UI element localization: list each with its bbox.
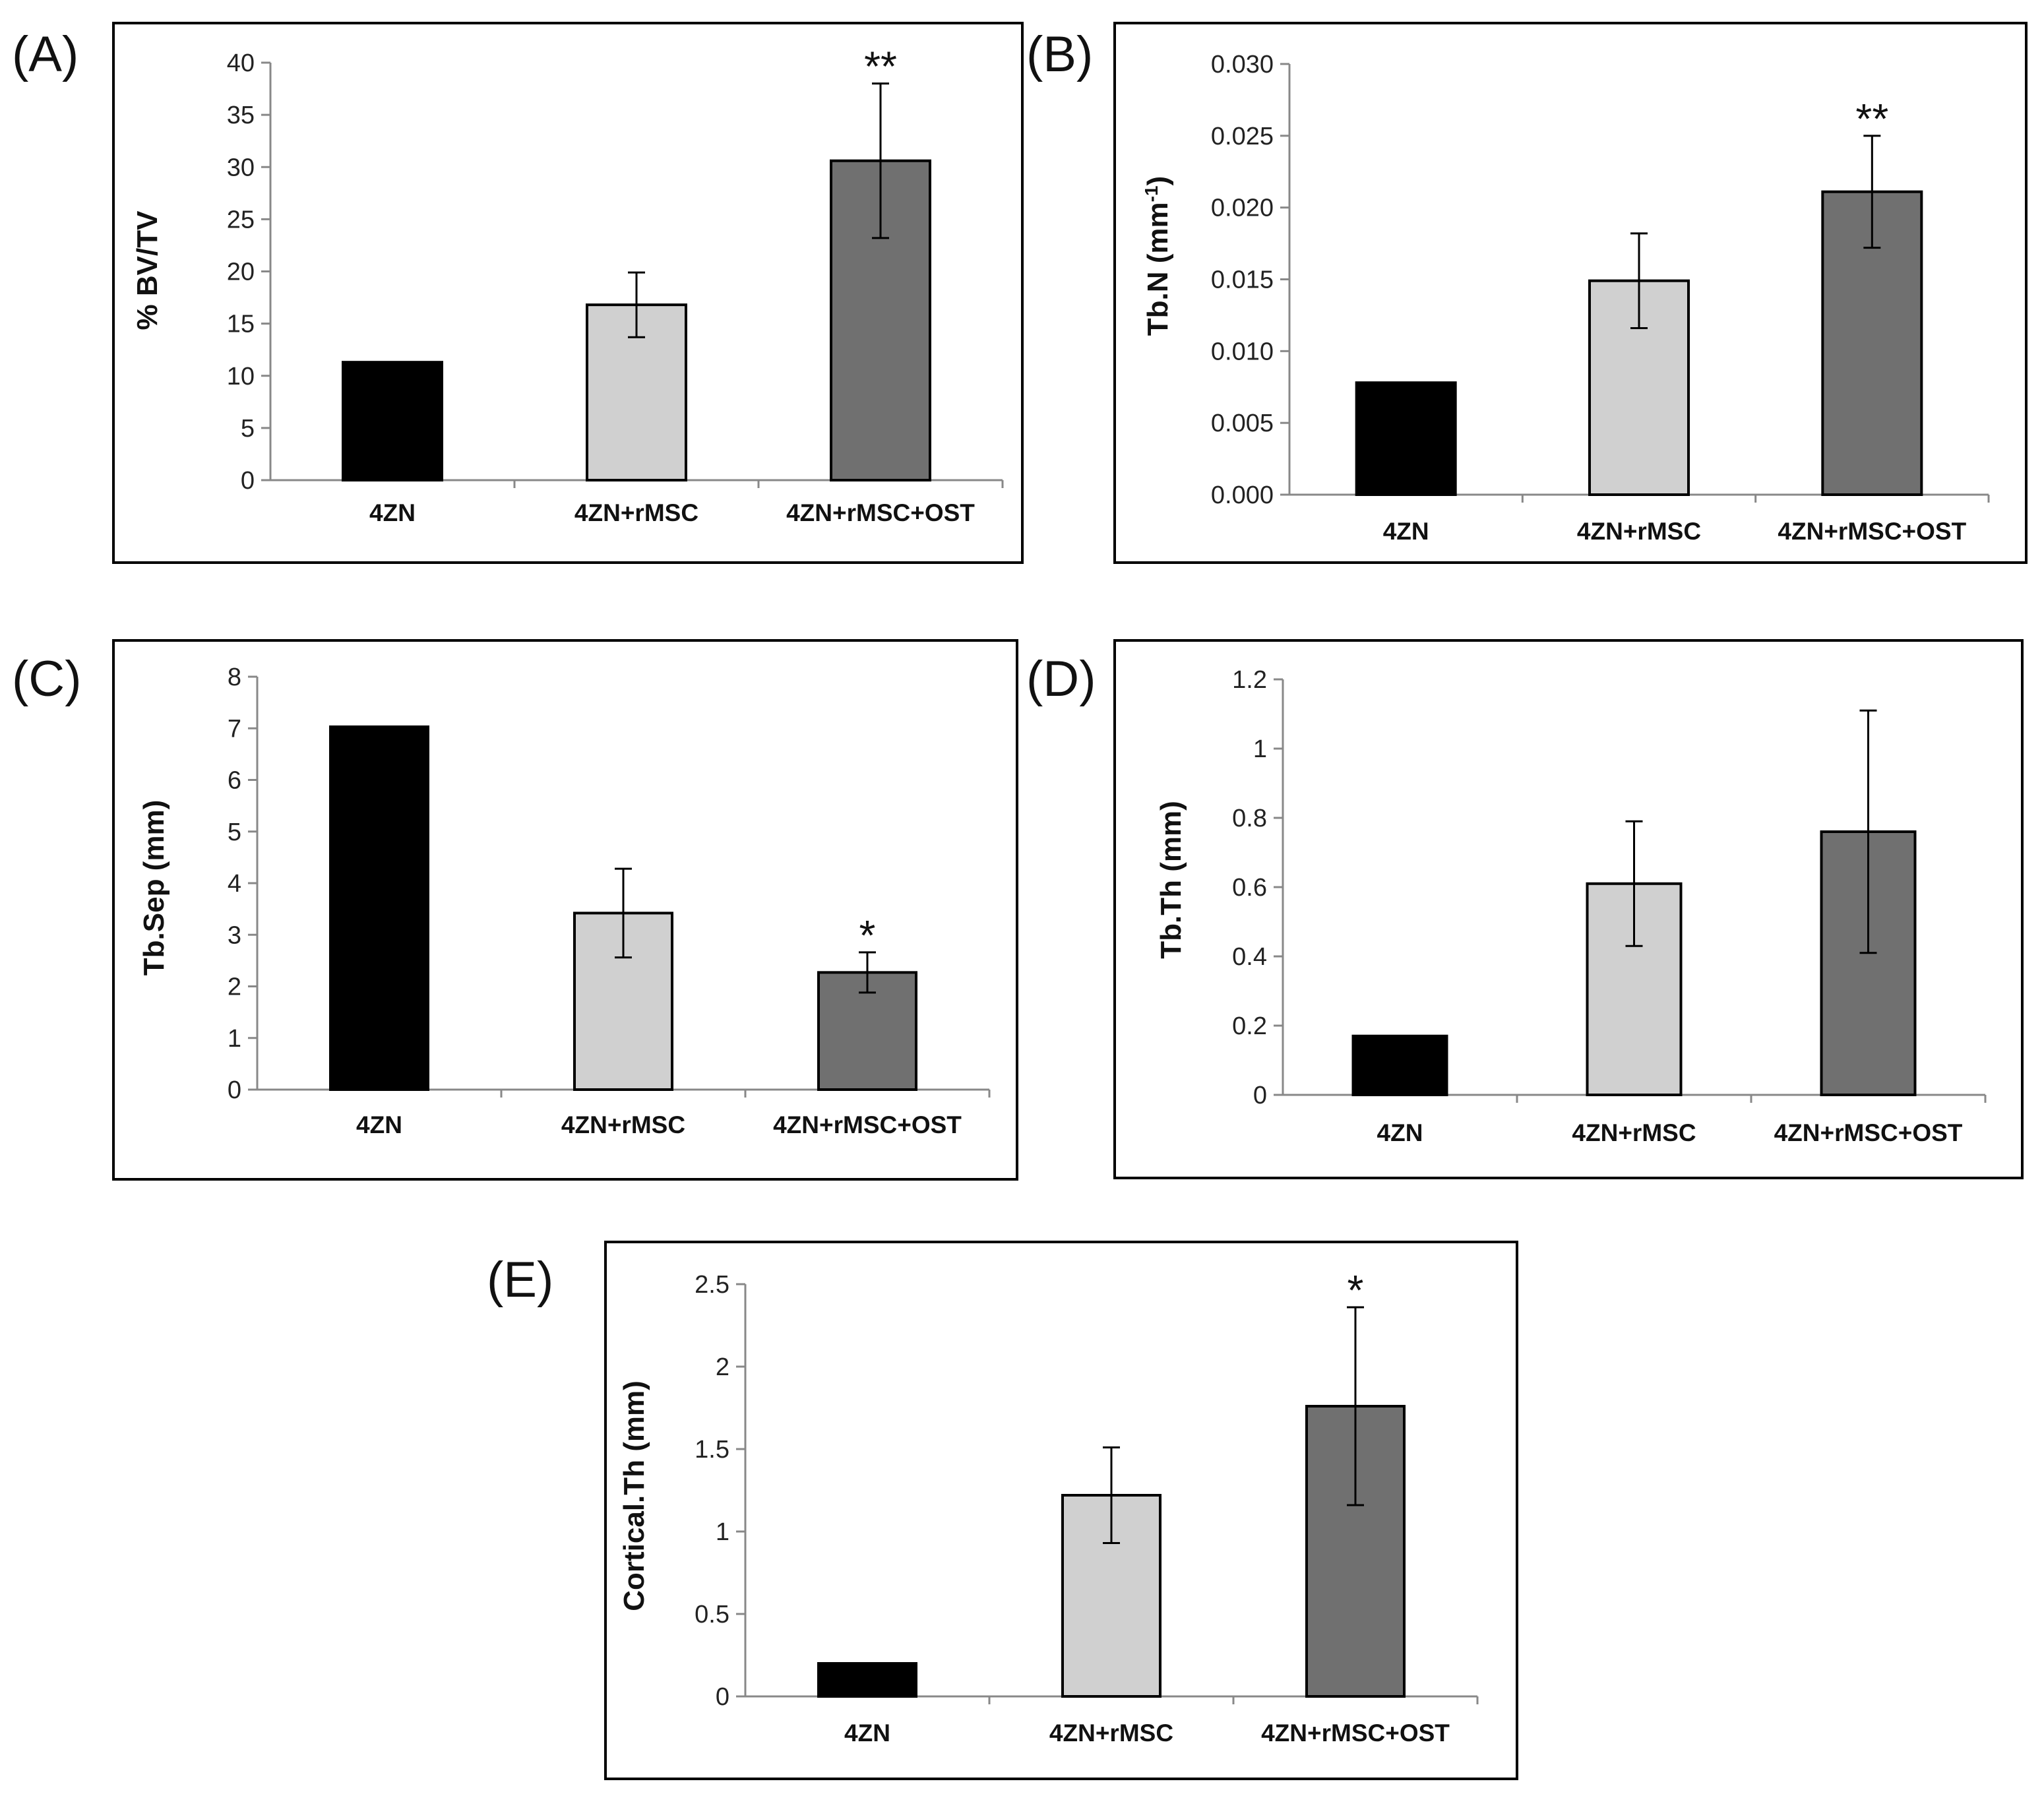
y-tick-label: 0.000 (1211, 481, 1274, 509)
bar-0 (817, 1662, 917, 1698)
y-tick-label: 0 (1253, 1082, 1267, 1109)
panel-label: (C) (12, 651, 82, 707)
category-label: 4ZN (844, 1719, 890, 1747)
y-axis-label: % BV/TV (131, 210, 164, 330)
y-tick-label: 30 (227, 154, 255, 181)
category-label: 4ZN+rMSC (1049, 1719, 1173, 1747)
y-tick-label: 15 (227, 311, 255, 338)
y-tick-label: 1.5 (695, 1436, 729, 1464)
y-tick-label: 2 (228, 974, 241, 1001)
category-label: 4ZN+rMSC+OST (786, 499, 975, 526)
y-tick-label: 5 (228, 819, 241, 846)
category-label: 4ZN+rMSC (574, 499, 698, 526)
y-tick-label: 25 (227, 206, 255, 233)
y-tick-label: 0.030 (1211, 51, 1274, 78)
y-tick-label: 0 (716, 1683, 729, 1711)
y-tick-label: 1 (716, 1518, 729, 1546)
category-label: 4ZN+rMSC+OST (773, 1111, 962, 1138)
panel-label: (B) (1026, 26, 1093, 82)
significance-marker: * (859, 912, 876, 959)
y-tick-label: 0.020 (1211, 195, 1274, 222)
panel-frame (604, 1241, 1518, 1780)
y-tick-label: 2.5 (695, 1271, 729, 1299)
bar-0 (329, 725, 429, 1091)
y-tick-label: 40 (227, 49, 255, 77)
y-axis-label-superscript: -1 (1141, 185, 1161, 202)
category-label: 4ZN+rMSC+OST (1774, 1119, 1963, 1146)
y-tick-label: 0.6 (1232, 874, 1267, 902)
bar-0 (1355, 381, 1457, 496)
category-label: 4ZN (1377, 1119, 1423, 1146)
bar-0 (1351, 1034, 1448, 1096)
y-tick-label: 0 (241, 467, 255, 495)
y-tick-label: 0.5 (695, 1601, 729, 1628)
y-tick-label: 3 (228, 921, 241, 949)
y-axis-label: Tb.Th (mm) (1155, 801, 1187, 959)
y-tick-label: 6 (228, 767, 241, 795)
chart-panel-c: (C) 0 1 2 3 4 5 6 7 8 Tb.Sep (mm) 4ZN 4ZN+rMSC * 4ZN+r… (12, 639, 1018, 1181)
category-label: 4ZN+rMSC+OST (1778, 518, 1966, 545)
y-tick-label: 20 (227, 259, 255, 286)
y-tick-label: 0.2 (1232, 1012, 1267, 1040)
significance-marker: ** (1855, 95, 1888, 142)
y-tick-label: 1 (228, 1025, 241, 1053)
y-tick-label: 2 (716, 1353, 729, 1381)
panel-label: (E) (487, 1252, 553, 1308)
significance-marker: ** (864, 43, 897, 90)
category-label: 4ZN+rMSC (1577, 518, 1701, 545)
y-tick-label: 0.4 (1232, 943, 1267, 971)
significance-marker: * (1347, 1266, 1364, 1314)
category-label: 4ZN+rMSC (1572, 1119, 1696, 1146)
y-axis-label-text: Tb.N (mm (1142, 202, 1174, 336)
panel-label: (D) (1026, 651, 1096, 707)
y-tick-label: 0.005 (1211, 410, 1274, 437)
y-tick-label: 0.010 (1211, 338, 1274, 365)
y-tick-label: 0 (228, 1076, 241, 1104)
category-label: 4ZN (356, 1111, 402, 1138)
category-label: 4ZN (369, 499, 416, 526)
panel-frame (1113, 22, 2028, 564)
panel-frame (1113, 639, 2024, 1179)
chart-panel-d: (D) 0 0.2 0.4 0.6 0.8 1 1.2 Tb.Th (mm) 4ZN 4ZN+rMS… (1026, 639, 2024, 1179)
chart-panel-b: (B) 0.000 0.005 0.010 0.015 0.020 0.025 0.030 Tb… (1026, 22, 2028, 564)
y-tick-label: 5 (241, 415, 255, 443)
bar-0 (342, 361, 443, 481)
chart-panel-a: (A) 0 5 10 15 20 25 30 35 40 % BV/TV 4ZN 4ZN+rMSC ** 4… (12, 22, 1024, 564)
y-axis-label-suffix: ) (1142, 176, 1174, 186)
y-tick-label: 7 (228, 715, 241, 743)
y-tick-label: 1.2 (1232, 666, 1267, 694)
y-tick-label: 0.8 (1232, 805, 1267, 832)
y-tick-label: 35 (227, 102, 255, 129)
y-tick-label: 1 (1253, 735, 1267, 763)
panel-frame (112, 639, 1018, 1181)
panel-label: (A) (12, 26, 78, 82)
panel-frame (112, 22, 1024, 564)
y-axis-label: Cortical.Th (mm) (618, 1380, 650, 1611)
y-tick-label: 10 (227, 363, 255, 390)
category-label: 4ZN+rMSC+OST (1261, 1719, 1450, 1747)
y-axis-label: Tb.N (mm-1) (1141, 176, 1175, 336)
chart-panel-e: (E) 0 0.5 1 1.5 2 2.5 Cortical.Th (mm) 4ZN 4ZN+rM… (487, 1241, 1518, 1780)
y-axis-label: Tb.Sep (mm) (138, 800, 170, 975)
y-tick-label: 0.025 (1211, 123, 1274, 150)
y-tick-label: 0.015 (1211, 266, 1274, 294)
category-label: 4ZN (1383, 518, 1429, 545)
y-tick-label: 4 (228, 870, 241, 898)
category-label: 4ZN+rMSC (561, 1111, 685, 1138)
y-tick-label: 8 (228, 664, 241, 691)
